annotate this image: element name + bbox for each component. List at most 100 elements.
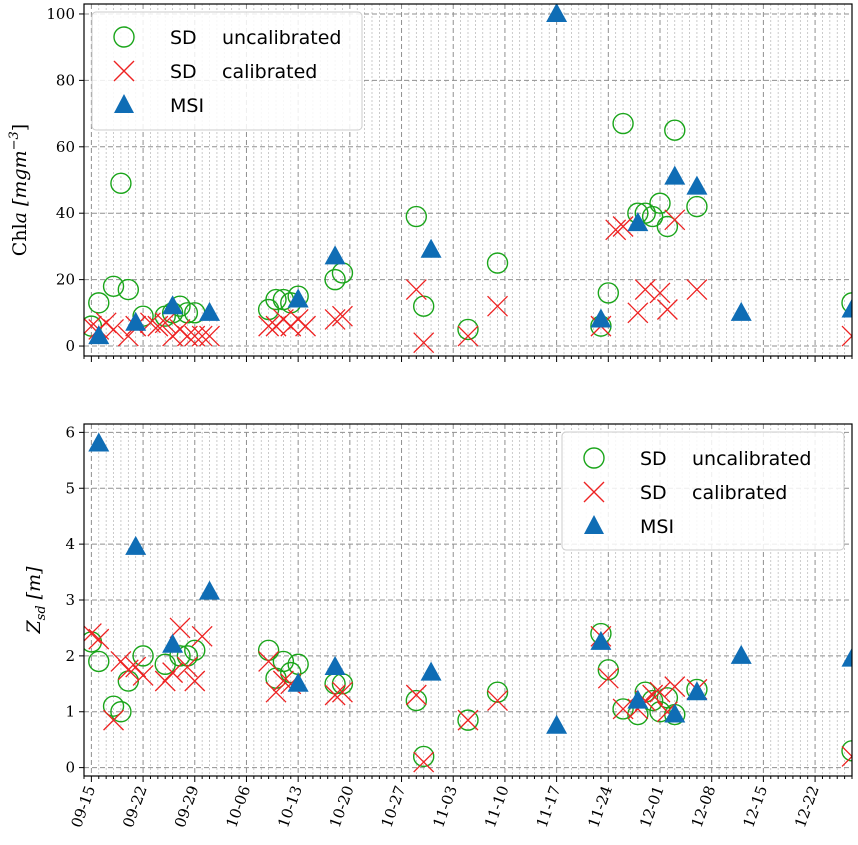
zsd-sd-uncalibrated-point	[841, 740, 852, 762]
zsd-y-tick-label: 3	[65, 591, 75, 609]
zsd-legend-sd-cal-word2: calibrated	[692, 482, 787, 504]
chla-sd-calibrated-point	[258, 315, 280, 337]
zsd-legend-triangle-marker	[584, 515, 604, 534]
x-date-label: 11-17	[533, 783, 565, 830]
zsd-sd-calibrated-point	[597, 667, 619, 689]
chla-legend-sd-cal-word1: SD	[170, 61, 197, 83]
zsd-legend-msi-label: MSI	[640, 516, 674, 538]
chla-msi-point	[287, 288, 309, 308]
zsd-sd-calibrated-point	[88, 628, 110, 650]
zsd-sd-uncalibrated-point	[88, 650, 110, 673]
zsd-y-axis-label: Zsd [m]	[23, 566, 49, 635]
chla-legend-sd-uncal-word1: SD	[170, 27, 197, 49]
zsd-msi-point	[324, 656, 346, 676]
zsd-msi-point	[287, 672, 309, 692]
chla-sd-uncalibrated-point	[324, 268, 346, 291]
zsd-x-ticks	[83, 776, 853, 782]
chla-msi-point	[590, 308, 612, 328]
zsd-sd-uncalibrated-point	[412, 745, 435, 768]
zsd-sd-uncalibrated-point	[110, 701, 132, 723]
chla-legend: SD uncalibrated SD calibrated MSI	[91, 11, 363, 131]
chla-sd-uncalibrated-point	[457, 318, 479, 341]
zsd-sd-calibrated-point	[265, 681, 287, 703]
zsd-sd-calibrated-point	[612, 698, 634, 720]
chla-sd-calibrated-point	[457, 325, 479, 347]
x-date-label: 12-22	[791, 783, 823, 830]
x-date-label: 12-15	[739, 783, 771, 830]
zsd-legend-box	[561, 431, 845, 551]
x-date-label: 10-20	[326, 783, 358, 830]
chla-msi-point	[420, 238, 442, 258]
zsd-sd-uncalibrated-point	[132, 645, 154, 667]
zsd-y-tick-label: 2	[65, 647, 75, 665]
chla-y-tick-label: 0	[65, 337, 75, 355]
x-date-label: 09-22	[119, 783, 151, 830]
zsd-y-tick-label: 6	[65, 423, 75, 441]
chla-ylabel-italic: a	[9, 212, 31, 223]
zsd-y-tick-label: 1	[65, 703, 75, 721]
chla-legend-triangle-marker	[114, 94, 134, 113]
zsd-legend-sd-uncal-word1: SD	[640, 448, 667, 470]
chla-ylabel-sup: −3	[7, 131, 22, 150]
chla-msi-point	[199, 301, 221, 321]
chla-sd-calibrated-point	[147, 315, 169, 337]
zsd-legend-x-marker	[583, 481, 605, 503]
chla-y-tick-label: 100	[46, 5, 75, 23]
zsd-sd-uncalibrated-point	[257, 639, 280, 661]
chla-sd-calibrated-point	[649, 282, 671, 304]
zsd-sd-calibrated-point	[324, 684, 346, 706]
zsd-sd-calibrated-point	[162, 662, 184, 684]
zsd-msi-point	[730, 644, 752, 664]
zsd-y-tick-label: 4	[65, 535, 75, 553]
x-date-label: 10-06	[223, 783, 255, 830]
chla-msi-point	[627, 212, 649, 232]
zsd-msi-point	[590, 630, 612, 650]
zsd-msi-point	[546, 714, 568, 734]
chla-msi-point	[546, 4, 568, 22]
chla-sd-calibrated-point	[686, 279, 708, 301]
zsd-panel: 0 1 2 3 4 5 6 Zsd [m] SD uncalibrated SD calibr…	[23, 423, 853, 782]
chla-sd-calibrated-point	[487, 295, 508, 317]
zsd-sd-calibrated-point	[487, 690, 508, 712]
zsd-sd-uncalibrated-point	[457, 709, 479, 731]
zsd-msi-point	[627, 689, 649, 709]
chla-sd-uncalibrated-point	[686, 195, 708, 218]
chla-ylabel-unit: [mgm	[9, 150, 31, 206]
chla-legend-sd-cal-word2: calibrated	[222, 61, 317, 83]
chla-sd-uncalibrated-point	[841, 292, 852, 314]
chla-sd-uncalibrated-point	[405, 205, 428, 228]
zsd-sd-calibrated-point	[132, 664, 154, 686]
chla-msi-point	[686, 175, 708, 195]
zsd-y-tick-label: 5	[65, 479, 75, 497]
zsd-sd-uncalibrated-point	[272, 650, 295, 673]
zsd-sd-uncalibrated-point	[405, 689, 428, 712]
zsd-sd-calibrated-point	[184, 670, 206, 692]
chla-sd-calibrated-point	[191, 325, 213, 347]
chla-sd-calibrated-point	[184, 325, 206, 347]
chla-msi-point	[664, 165, 686, 185]
zsd-legend: SD uncalibrated SD calibrated MSI	[561, 431, 845, 551]
x-axis-date-labels: 09-15 09-22 09-29 10-06 10-13 10-20 10-27 11-03…	[67, 783, 822, 830]
chla-x-ticks	[83, 356, 853, 362]
chla-sd-uncalibrated-point	[664, 119, 686, 141]
zsd-msi-point	[664, 703, 686, 723]
chla-sd-calibrated-point	[295, 315, 316, 337]
zsd-ylabel-unit: [m]	[23, 566, 45, 599]
chla-sd-calibrated-point	[664, 209, 686, 231]
zsd-sd-uncalibrated-point	[280, 661, 302, 684]
chla-sd-uncalibrated-point	[641, 205, 664, 228]
zsd-sd-calibrated-point	[110, 651, 132, 672]
chla-legend-circle-marker	[113, 26, 135, 48]
chla-sd-uncalibrated-point	[486, 252, 509, 274]
chla-sd-calibrated-point	[405, 279, 427, 301]
zsd-sd-calibrated-point	[405, 684, 427, 706]
chla-msi-point	[841, 298, 852, 318]
zsd-y-tick-label: 0	[65, 759, 75, 777]
zsd-ylabel-main: Z	[23, 620, 45, 635]
x-date-label: 11-10	[481, 783, 513, 830]
chla-msi-point	[730, 301, 752, 321]
zsd-sd-calibrated-point	[642, 684, 664, 706]
zsd-sd-uncalibrated-point	[176, 645, 199, 667]
chla-legend-x-marker	[113, 60, 135, 82]
chla-sd-calibrated-point	[103, 318, 124, 340]
